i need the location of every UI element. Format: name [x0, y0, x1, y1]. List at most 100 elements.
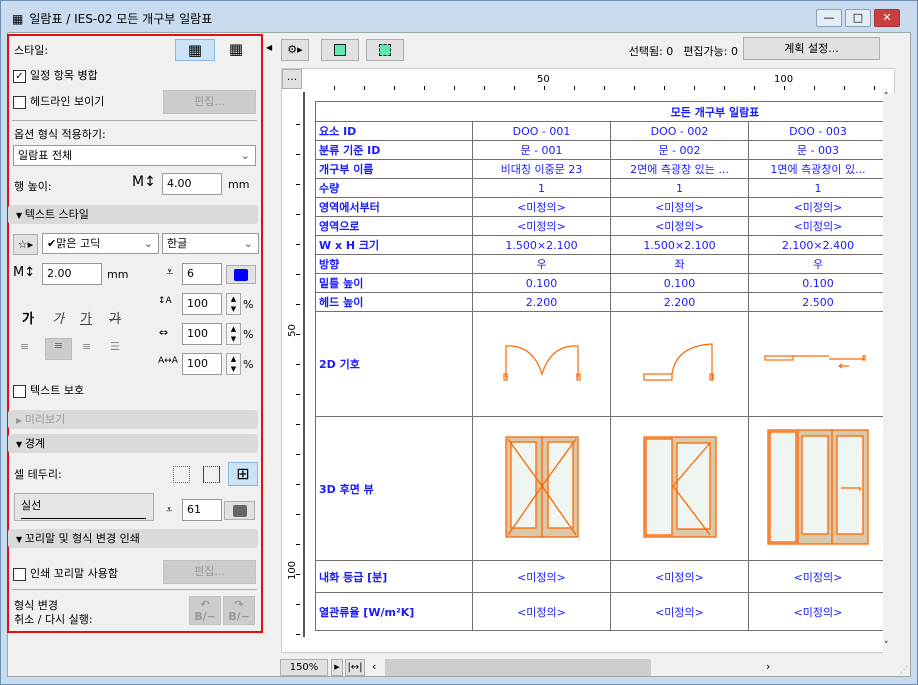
- table-row[interactable]: 영역으로 <미정의> <미정의> <미정의>: [315, 216, 888, 236]
- text-size-icon: M↕: [13, 265, 36, 280]
- char-spacing-spinner[interactable]: ▲ ▼: [226, 353, 241, 375]
- undo-format-button[interactable]: ↶ B/−: [189, 596, 221, 625]
- ruler-options-button[interactable]: ...: [282, 69, 302, 89]
- underline-button[interactable]: 가: [80, 312, 92, 327]
- print-footer-checkbox[interactable]: 인쇄 꼬리말 사용함: [13, 565, 118, 581]
- table-cell: <미정의>: [472, 592, 611, 631]
- table-cell: 0.100: [472, 273, 611, 293]
- pen-color-swatch: [234, 269, 248, 281]
- resize-grip-icon[interactable]: ⋰: [900, 665, 908, 674]
- row-label: 영역에서부터: [315, 197, 473, 217]
- close-button[interactable]: ✕: [874, 9, 900, 27]
- style-grid-shaded-button[interactable]: ▦: [175, 39, 215, 61]
- text-style-section-header[interactable]: ▼ 텍스트 스타일: [8, 205, 258, 224]
- solid-line-preview: [21, 518, 146, 519]
- table-cell: 1: [472, 178, 611, 198]
- scroll-down-arrow-icon[interactable]: ˅: [884, 641, 889, 651]
- table-cell: 0.100: [610, 273, 749, 293]
- table-row[interactable]: 분류 기준 ID 문 - 001 문 - 002 문 - 003: [315, 140, 888, 160]
- table-row-3d[interactable]: 3D 후면 뷰: [315, 416, 888, 561]
- italic-button[interactable]: 가: [52, 312, 64, 327]
- table-row[interactable]: 내화 등급 [분] <미정의> <미정의> <미정의>: [315, 560, 888, 593]
- table-row[interactable]: 열관류율 [W/m²K] <미정의> <미정의> <미정의>: [315, 592, 888, 631]
- text-size-input[interactable]: 2.00: [42, 263, 102, 285]
- table-row[interactable]: 개구부 이름 비대칭 이중문 23 2면에 측광창 있는 ... 1면에 측광창이 있…: [315, 159, 888, 179]
- table-row[interactable]: 방향 우 좌 우: [315, 254, 888, 274]
- footer-edit-button[interactable]: 편집...: [163, 560, 256, 584]
- zoom-menu-arrow-button[interactable]: ▶: [331, 659, 343, 676]
- merge-checkbox[interactable]: ✓ 일정 항목 병합: [13, 67, 98, 83]
- apply-format-value: 일람표 전체: [18, 149, 73, 162]
- line-spacing-input[interactable]: 100: [182, 293, 222, 315]
- table-row[interactable]: 밑틀 높이 0.100 0.100 0.100: [315, 273, 888, 293]
- table-row[interactable]: 요소 ID DOO - 001 DOO - 002 DOO - 003: [315, 121, 888, 141]
- scroll-right-arrow-icon[interactable]: ›: [766, 660, 771, 673]
- script-select[interactable]: 한글 ⌄: [162, 233, 259, 254]
- align-center-button[interactable]: ≡: [45, 338, 72, 360]
- align-left-button[interactable]: ≡: [20, 340, 30, 353]
- section-title: 꼬리말 및 형식 변경 인쇄: [24, 532, 140, 545]
- text-width-input[interactable]: 100: [182, 323, 222, 345]
- text-width-spinner[interactable]: ▲ ▼: [226, 323, 241, 345]
- row-label: 내화 등급 [분]: [315, 560, 473, 593]
- divider: [12, 589, 257, 590]
- maximize-button[interactable]: □: [845, 9, 871, 27]
- headline-checkbox[interactable]: 헤드라인 보이기: [13, 93, 104, 109]
- chevron-down-icon: ⌄: [243, 237, 253, 250]
- row-height-icon: M↕: [132, 174, 156, 190]
- style-label: 스타일:: [14, 44, 49, 57]
- row-label: 헤드 높이: [315, 292, 473, 312]
- settings-gear-button[interactable]: ⚙▸: [281, 39, 309, 61]
- strikethrough-button[interactable]: 가: [109, 312, 121, 327]
- plan-settings-button[interactable]: 계획 설정...: [743, 37, 880, 60]
- line-spacing-spinner[interactable]: ▲ ▼: [226, 293, 241, 315]
- script-value: 한글: [167, 237, 188, 250]
- pen-color-button[interactable]: [226, 265, 256, 284]
- border-none-button[interactable]: [173, 466, 190, 483]
- fit-width-button[interactable]: |↔|: [345, 659, 365, 676]
- align-right-button[interactable]: ≡: [82, 340, 92, 353]
- scroll-left-arrow-icon[interactable]: ‹: [372, 660, 377, 673]
- row-label: 밑틀 높이: [315, 273, 473, 293]
- line-type-select[interactable]: 실선: [14, 493, 154, 521]
- footer-section-header[interactable]: ▼ 꼬리말 및 형식 변경 인쇄: [8, 529, 258, 548]
- table-row[interactable]: W x H 크기 1.500×2.100 1.500×2.100 2.100×2.40…: [315, 235, 888, 255]
- table-row[interactable]: 영역에서부터 <미정의> <미정의> <미정의>: [315, 197, 888, 217]
- checkbox-icon: [13, 384, 26, 398]
- checkbox-icon: [13, 567, 26, 581]
- protect-text-checkbox[interactable]: 텍스트 보호: [13, 382, 84, 398]
- preview-section-header[interactable]: ▶ 미리보기: [8, 410, 258, 429]
- minimize-button[interactable]: —: [816, 9, 842, 27]
- pen-icon: ⩡: [166, 503, 173, 516]
- bold-button[interactable]: 가: [22, 312, 34, 327]
- select-3d-button[interactable]: [366, 39, 404, 61]
- border-pen-input[interactable]: 61: [182, 499, 222, 521]
- select-element-button[interactable]: [321, 39, 359, 61]
- table-row[interactable]: 수량 1 1 1: [315, 178, 888, 198]
- favorites-star-button[interactable]: ☆▸: [13, 234, 38, 255]
- horizontal-scrollbar-thumb[interactable]: [385, 659, 651, 676]
- border-pen-color-button[interactable]: [224, 501, 255, 520]
- collapse-panel-arrow-icon[interactable]: ◀: [266, 43, 273, 52]
- redo-format-button[interactable]: ↷ B/−: [223, 596, 255, 625]
- door-3d-view-3: [748, 416, 888, 561]
- border-vertical-button[interactable]: [203, 466, 220, 483]
- zoom-level-display[interactable]: 150%: [280, 659, 328, 676]
- scroll-up-arrow-icon[interactable]: ˄: [884, 92, 889, 102]
- border-section-header[interactable]: ▼ 경계: [8, 434, 258, 453]
- pen-icon: ⩡: [166, 265, 174, 280]
- vertical-ruler: [288, 95, 300, 635]
- table-cell: 문 - 001: [472, 140, 611, 160]
- border-all-button[interactable]: ⊞: [228, 462, 258, 486]
- headline-edit-button[interactable]: 편집...: [163, 90, 256, 114]
- align-justify-button[interactable]: ☰: [110, 340, 120, 353]
- char-spacing-input[interactable]: 100: [182, 353, 222, 375]
- font-select[interactable]: ✔맑은 고딕 ⌄: [42, 233, 159, 254]
- vertical-scrollbar[interactable]: [883, 93, 895, 653]
- row-height-input[interactable]: 4.00: [162, 173, 222, 195]
- pen-input[interactable]: 6: [182, 263, 222, 285]
- style-grid-plain-button[interactable]: ▦: [228, 40, 244, 58]
- table-row-2d[interactable]: 2D 기호: [315, 311, 888, 417]
- table-row[interactable]: 헤드 높이 2.200 2.200 2.500: [315, 292, 888, 312]
- apply-format-select[interactable]: 일람표 전체 ⌄: [13, 145, 256, 166]
